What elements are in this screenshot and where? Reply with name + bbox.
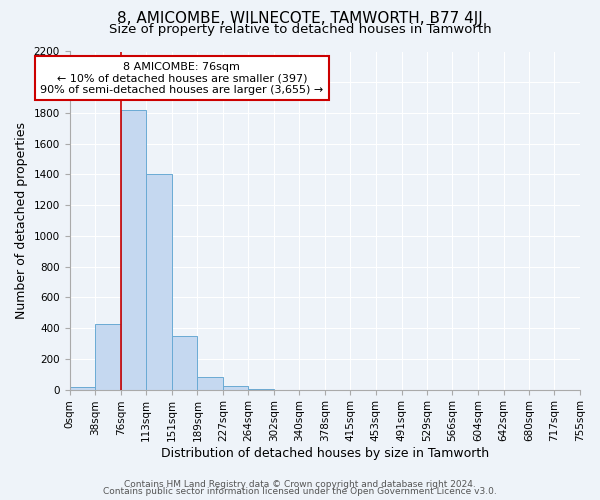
Text: Size of property relative to detached houses in Tamworth: Size of property relative to detached ho… — [109, 22, 491, 36]
Bar — [223, 386, 248, 390]
Bar — [248, 389, 274, 390]
Bar — [70, 386, 95, 390]
Bar — [146, 174, 172, 390]
Text: Contains HM Land Registry data © Crown copyright and database right 2024.: Contains HM Land Registry data © Crown c… — [124, 480, 476, 489]
Bar — [121, 110, 146, 390]
Bar — [95, 324, 121, 390]
Bar — [197, 378, 223, 390]
X-axis label: Distribution of detached houses by size in Tamworth: Distribution of detached houses by size … — [161, 447, 489, 460]
Text: 8 AMICOMBE: 76sqm
← 10% of detached houses are smaller (397)
90% of semi-detache: 8 AMICOMBE: 76sqm ← 10% of detached hous… — [40, 62, 323, 95]
Text: Contains public sector information licensed under the Open Government Licence v3: Contains public sector information licen… — [103, 487, 497, 496]
Y-axis label: Number of detached properties: Number of detached properties — [15, 122, 28, 319]
Bar — [172, 336, 197, 390]
Text: 8, AMICOMBE, WILNECOTE, TAMWORTH, B77 4JJ: 8, AMICOMBE, WILNECOTE, TAMWORTH, B77 4J… — [117, 11, 483, 26]
